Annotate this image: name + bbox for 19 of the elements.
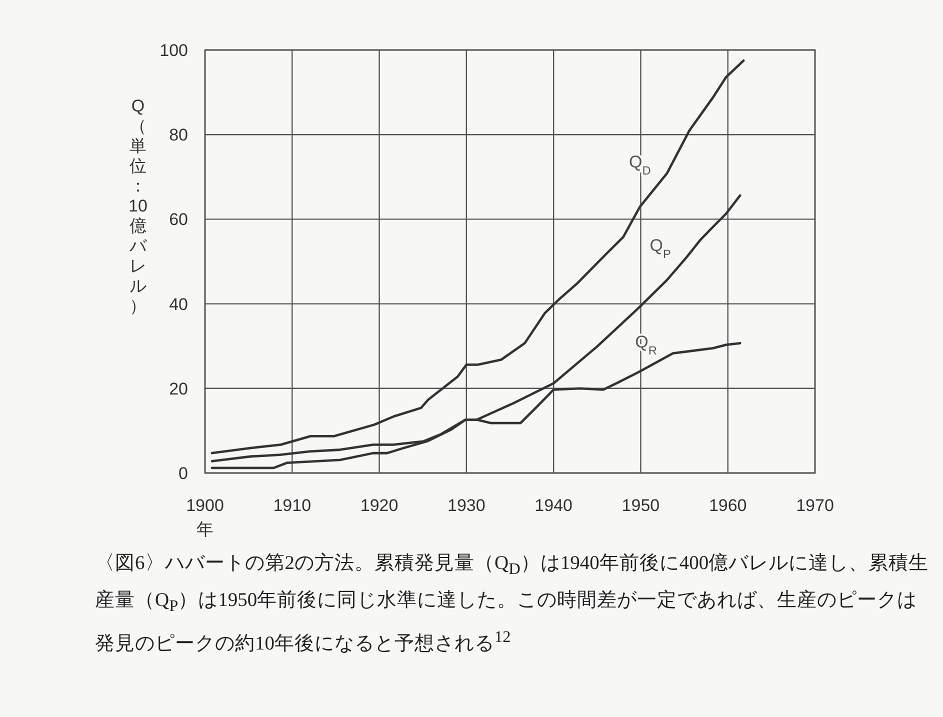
text: 〈図6〉ハバートの第2の方法。累積発見量（Q$_{D}$）は1940年前後に400億バレルに達し、累積生産量（Q$_{P}$）は1950年前後に同じ水準に達した。この時間差が一定であれば、生産のピークは発見のピークの約10年後になると予想される$^{12}$ — [95, 553, 929, 654]
text: Q（単位：10億バレル） — [128, 96, 148, 316]
line-series — [210, 59, 745, 454]
x-tick-label: 1900 — [186, 496, 224, 515]
x-tick-label: 1970 — [796, 496, 834, 515]
x-tick-label: 1940 — [534, 496, 572, 515]
y-tick-label: 100 — [160, 41, 188, 60]
x-tick-label: 1950 — [622, 496, 660, 515]
y-tick-label: 0 — [178, 464, 188, 483]
y-tick-label: 20 — [169, 379, 188, 398]
y-tick-label: 80 — [169, 126, 188, 145]
series-label: Q$_{P}$ — [650, 236, 671, 261]
x-tick-label: 1910 — [273, 496, 312, 515]
y-tick-label: 40 — [169, 294, 188, 314]
x-axis-title: 年 — [196, 520, 214, 539]
x-tick-label: 1930 — [448, 496, 486, 515]
y-tick-label: 60 — [169, 210, 188, 230]
x-tick-label: 1960 — [708, 496, 747, 515]
x-tick-label: 1920 — [360, 496, 398, 515]
